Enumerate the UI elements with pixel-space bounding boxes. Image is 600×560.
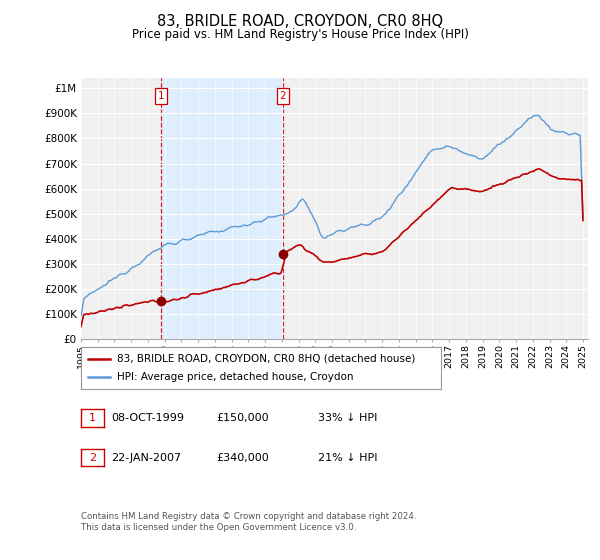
Text: 83, BRIDLE ROAD, CROYDON, CR0 8HQ: 83, BRIDLE ROAD, CROYDON, CR0 8HQ xyxy=(157,14,443,29)
Text: £150,000: £150,000 xyxy=(216,413,269,423)
Text: 21% ↓ HPI: 21% ↓ HPI xyxy=(318,452,377,463)
Text: 08-OCT-1999: 08-OCT-1999 xyxy=(111,413,184,423)
Text: £340,000: £340,000 xyxy=(216,452,269,463)
Text: 83, BRIDLE ROAD, CROYDON, CR0 8HQ (detached house): 83, BRIDLE ROAD, CROYDON, CR0 8HQ (detac… xyxy=(117,354,415,364)
Text: 2: 2 xyxy=(280,91,286,101)
Text: 33% ↓ HPI: 33% ↓ HPI xyxy=(318,413,377,423)
Text: Price paid vs. HM Land Registry's House Price Index (HPI): Price paid vs. HM Land Registry's House … xyxy=(131,28,469,41)
Text: 2: 2 xyxy=(89,452,96,463)
Text: 1: 1 xyxy=(158,91,164,101)
Text: 1: 1 xyxy=(89,413,96,423)
Text: Contains HM Land Registry data © Crown copyright and database right 2024.
This d: Contains HM Land Registry data © Crown c… xyxy=(81,512,416,532)
Bar xyxy=(161,78,283,339)
Text: 22-JAN-2007: 22-JAN-2007 xyxy=(111,452,181,463)
Text: HPI: Average price, detached house, Croydon: HPI: Average price, detached house, Croy… xyxy=(117,372,353,382)
